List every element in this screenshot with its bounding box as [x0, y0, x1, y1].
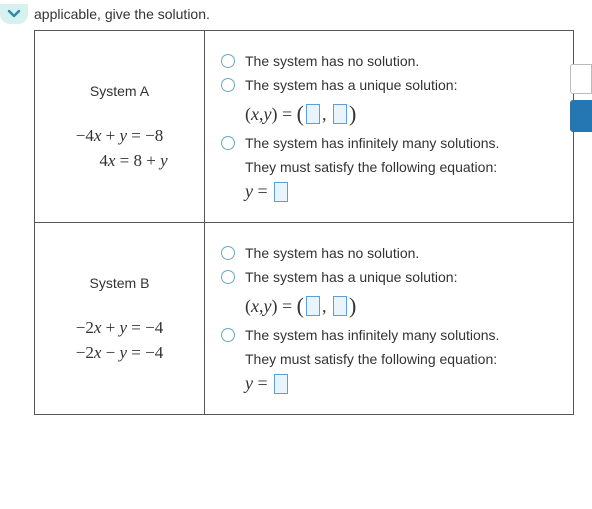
y-equals-expr: y = — [245, 181, 557, 202]
system-label: System A — [51, 79, 188, 104]
tool-button-primary[interactable] — [570, 100, 592, 132]
y-input[interactable] — [333, 296, 347, 316]
radio-icon — [221, 78, 235, 92]
tool-button[interactable] — [570, 64, 592, 94]
table-row: System B −2x + y = −4 −2x − y = −4 The s… — [35, 223, 574, 415]
system-b-cell: System B −2x + y = −4 −2x − y = −4 — [35, 223, 205, 415]
table-row: System A −4x + y = −8 4x = 8 + y The sys… — [35, 31, 574, 223]
option-infinite[interactable]: The system has infinitely many solutions… — [221, 135, 557, 151]
option-label: The system has infinitely many solutions… — [245, 327, 499, 343]
option-no-solution[interactable]: The system has no solution. — [221, 53, 557, 69]
equation-block: −2x + y = −4 −2x − y = −4 — [51, 315, 188, 366]
option-label: The system has a unique solution: — [245, 269, 457, 285]
chevron-down-icon — [6, 6, 22, 20]
radio-icon — [221, 270, 235, 284]
satisfy-text: They must satisfy the following equation… — [245, 159, 557, 175]
y-expr-input[interactable] — [274, 374, 288, 394]
x-input[interactable] — [306, 296, 320, 316]
y-expr-input[interactable] — [274, 182, 288, 202]
system-a-cell: System A −4x + y = −8 4x = 8 + y — [35, 31, 205, 223]
radio-icon — [221, 246, 235, 260]
collapse-toggle[interactable] — [0, 4, 28, 24]
option-no-solution[interactable]: The system has no solution. — [221, 245, 557, 261]
radio-icon — [221, 54, 235, 68]
header-bar: applicable, give the solution. — [0, 0, 592, 30]
unique-solution-expr: (x , y) = (, ) — [245, 101, 557, 127]
option-label: The system has infinitely many solutions… — [245, 135, 499, 151]
y-equals-expr: y = — [245, 373, 557, 394]
option-label: The system has no solution. — [245, 245, 419, 261]
satisfy-text: They must satisfy the following equation… — [245, 351, 557, 367]
option-infinite[interactable]: The system has infinitely many solutions… — [221, 327, 557, 343]
systems-table: System A −4x + y = −8 4x = 8 + y The sys… — [34, 30, 574, 415]
option-unique[interactable]: The system has a unique solution: — [221, 77, 557, 93]
radio-icon — [221, 328, 235, 342]
radio-icon — [221, 136, 235, 150]
unique-solution-expr: (x , y) = (, ) — [245, 293, 557, 319]
instruction-text: applicable, give the solution. — [34, 6, 210, 22]
option-label: The system has no solution. — [245, 53, 419, 69]
system-a-options: The system has no solution. The system h… — [205, 31, 574, 223]
equation-block: −4x + y = −8 4x = 8 + y — [51, 123, 188, 174]
option-label: The system has a unique solution: — [245, 77, 457, 93]
side-toolbar — [570, 64, 592, 138]
system-label: System B — [51, 271, 188, 296]
y-input[interactable] — [333, 104, 347, 124]
option-unique[interactable]: The system has a unique solution: — [221, 269, 557, 285]
x-input[interactable] — [306, 104, 320, 124]
system-b-options: The system has no solution. The system h… — [205, 223, 574, 415]
